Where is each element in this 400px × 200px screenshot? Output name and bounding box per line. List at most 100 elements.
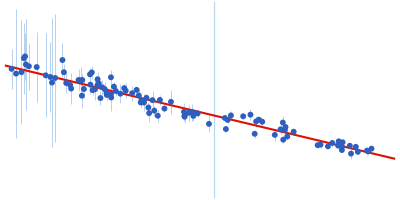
Point (353, 145, 359, 148)
Point (79, 78, 86, 82)
Point (111, 85, 117, 88)
Point (97, 96, 104, 100)
Point (355, 150, 361, 153)
Point (61, 71, 67, 74)
Point (108, 92, 114, 95)
Point (280, 121, 286, 124)
Point (108, 96, 114, 99)
Point (280, 138, 286, 141)
Point (194, 112, 201, 115)
Point (314, 144, 321, 147)
Point (154, 114, 161, 117)
Point (252, 132, 258, 135)
Point (161, 107, 168, 110)
Point (259, 120, 266, 123)
Point (138, 99, 145, 102)
Point (52, 76, 58, 80)
Point (223, 127, 229, 131)
Point (190, 114, 196, 117)
Point (325, 145, 331, 148)
Point (206, 122, 212, 125)
Point (96, 82, 102, 85)
Point (26, 65, 32, 68)
Point (79, 94, 85, 97)
Point (256, 118, 262, 121)
Point (22, 55, 28, 58)
Point (282, 125, 289, 129)
Point (347, 144, 353, 147)
Point (87, 83, 94, 86)
Point (75, 78, 82, 82)
Point (138, 101, 144, 104)
Point (339, 141, 346, 144)
Point (339, 145, 345, 148)
Point (272, 133, 278, 136)
Point (224, 118, 231, 122)
Point (151, 109, 158, 112)
Point (68, 87, 74, 90)
Point (89, 89, 96, 92)
Point (133, 88, 140, 91)
Point (186, 111, 192, 114)
Point (253, 120, 259, 123)
Point (121, 87, 128, 90)
Point (336, 140, 342, 143)
Point (49, 81, 55, 84)
Point (87, 73, 93, 76)
Point (94, 84, 101, 87)
Point (348, 152, 354, 155)
Point (181, 110, 187, 113)
Point (104, 93, 110, 96)
Point (47, 75, 54, 79)
Point (222, 116, 228, 120)
Point (21, 57, 27, 60)
Point (181, 114, 188, 117)
Point (67, 83, 73, 87)
Point (228, 114, 234, 117)
Point (113, 89, 119, 93)
Point (329, 141, 336, 145)
Point (157, 98, 163, 102)
Point (365, 150, 371, 153)
Point (136, 94, 142, 97)
Point (282, 128, 288, 132)
Point (364, 149, 370, 152)
Point (122, 89, 129, 92)
Point (240, 115, 246, 118)
Point (368, 147, 375, 150)
Point (189, 110, 196, 114)
Point (42, 74, 49, 77)
Point (149, 99, 156, 102)
Point (339, 148, 345, 152)
Point (335, 144, 341, 147)
Point (102, 88, 108, 91)
Point (94, 78, 101, 81)
Point (34, 65, 40, 69)
Point (278, 128, 284, 131)
Point (182, 115, 188, 118)
Point (63, 81, 70, 85)
Point (247, 113, 254, 116)
Point (141, 101, 147, 104)
Point (146, 111, 152, 115)
Point (284, 135, 290, 138)
Point (168, 100, 174, 103)
Point (18, 71, 25, 74)
Point (81, 87, 87, 91)
Point (78, 79, 84, 82)
Point (317, 143, 324, 146)
Point (92, 88, 98, 91)
Point (145, 106, 152, 109)
Point (8, 67, 15, 70)
Point (88, 71, 95, 74)
Point (23, 63, 29, 66)
Point (290, 130, 297, 133)
Point (117, 92, 124, 95)
Point (129, 92, 135, 95)
Point (108, 76, 114, 79)
Point (59, 58, 66, 62)
Point (99, 86, 106, 89)
Point (13, 72, 19, 75)
Point (103, 92, 110, 95)
Point (143, 96, 150, 99)
